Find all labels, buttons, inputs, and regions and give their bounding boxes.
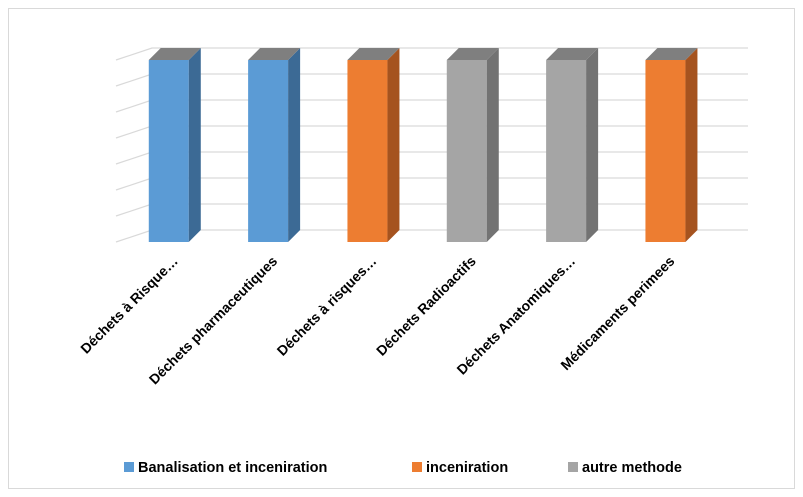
x-tick-label: Déchets à risques… xyxy=(274,253,380,359)
x-tick-label: Médicaments perimees xyxy=(557,253,677,373)
legend-item[interactable]: inceniration xyxy=(412,460,508,476)
bar xyxy=(446,48,499,242)
bar-side xyxy=(586,48,599,242)
bar-top xyxy=(148,48,201,60)
bar-front xyxy=(546,60,587,242)
bar-side xyxy=(387,48,400,242)
legend-swatch xyxy=(568,462,578,472)
bar-front xyxy=(347,60,388,242)
bar-side xyxy=(486,48,499,242)
bar xyxy=(546,48,599,242)
bar-side xyxy=(685,48,698,242)
legend-label: Banalisation et inceniration xyxy=(138,460,327,476)
legend-label: autre methode xyxy=(582,460,682,476)
bar-top xyxy=(248,48,301,60)
legend[interactable]: Banalisation et inceniration inceniration… xyxy=(124,460,682,476)
bar-top xyxy=(347,48,400,60)
x-axis-labels: Déchets à Risque…Déchets pharmaceutiques… xyxy=(77,253,678,388)
bar xyxy=(248,48,301,242)
x-tick-label: Déchets à Risque… xyxy=(77,253,181,357)
gridline xyxy=(115,47,748,61)
bar xyxy=(148,48,201,242)
legend-swatch xyxy=(412,462,422,472)
bar-side xyxy=(288,48,301,242)
bar-top xyxy=(446,48,499,60)
bar-top xyxy=(546,48,599,60)
legend-item[interactable]: Banalisation et inceniration xyxy=(124,460,327,476)
legend-item[interactable]: autre methode xyxy=(568,460,682,476)
x-tick-label: Déchets Radioactifs xyxy=(373,253,479,359)
legend-swatch xyxy=(124,462,134,472)
bar xyxy=(645,48,698,242)
bar xyxy=(347,48,400,242)
bar-front xyxy=(446,60,487,242)
bars xyxy=(148,48,698,242)
bar-front xyxy=(645,60,686,242)
legend-label: inceniration xyxy=(426,460,508,476)
bar-front xyxy=(248,60,289,242)
bar-front xyxy=(148,60,189,242)
bar-top xyxy=(645,48,698,60)
bar-side xyxy=(188,48,201,242)
